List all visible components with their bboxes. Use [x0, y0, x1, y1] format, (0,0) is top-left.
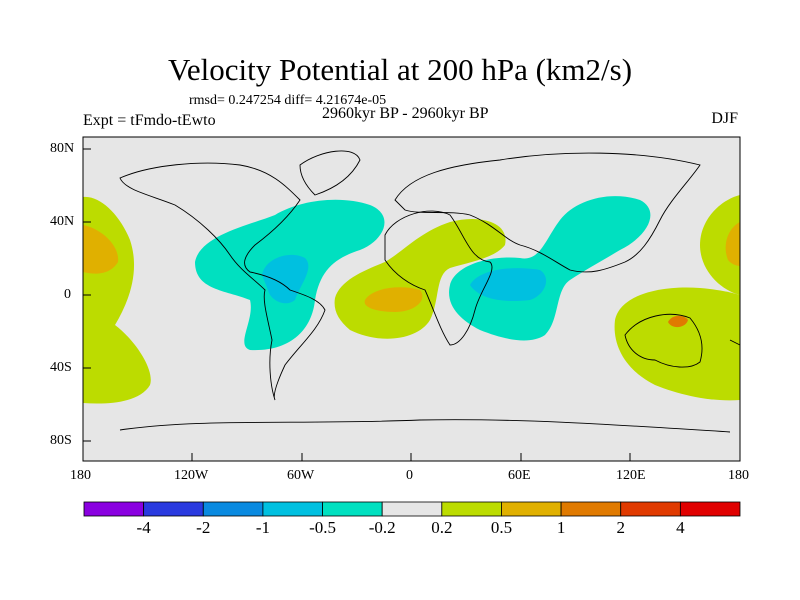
colorbar-label: 1	[556, 518, 566, 537]
lat-tick: 40N	[50, 214, 75, 229]
contour-pos-0.5	[83, 225, 119, 274]
contour-neg-0.5	[262, 254, 309, 304]
colorbar	[83, 501, 741, 517]
colorbar-label: -0.5	[309, 518, 336, 537]
colorbar-label: 4	[676, 518, 685, 537]
contour-pos-0.5	[668, 315, 688, 328]
lon-tick: 120W	[174, 468, 209, 483]
colorbar-label: -4	[136, 518, 151, 537]
colorbar-label: 2	[616, 518, 625, 537]
lat-tick: 80S	[50, 433, 72, 448]
lon-tick: 60W	[287, 468, 315, 483]
colorbar-swatch	[262, 501, 323, 517]
contour-neg-0.5	[470, 268, 547, 302]
lat-tick: 0	[64, 287, 71, 302]
lat-tick: 80N	[50, 141, 75, 156]
colorbar-swatch	[501, 501, 562, 517]
colorbar-label: -1	[255, 518, 270, 537]
colorbar-label: 0.2	[431, 518, 453, 537]
colorbar-swatch	[83, 501, 145, 517]
colorbar-swatch	[441, 501, 502, 517]
period-label: 2960kyr BP - 2960kyr BP	[322, 105, 489, 122]
colorbar-label: -2	[196, 518, 211, 537]
contour-pos-0.2	[700, 195, 740, 295]
lon-tick: 180	[728, 468, 749, 483]
plot-title: Velocity Potential at 200 hPa (km2/s)	[167, 52, 633, 87]
colorbar-swatch	[620, 501, 681, 517]
lat-tick: 40S	[50, 360, 72, 375]
colorbar-swatch	[381, 501, 443, 517]
colorbar-label: -0.2	[368, 518, 396, 537]
contour-pos-0.5	[364, 287, 423, 312]
colorbar-swatch	[202, 501, 264, 517]
lon-tick: 180	[70, 468, 91, 483]
contour-pos-0.2	[614, 287, 740, 401]
colorbar-swatch	[560, 501, 622, 517]
lon-tick: 60E	[508, 468, 531, 483]
coastlines	[119, 150, 741, 433]
contour-neg-0.2	[449, 196, 651, 341]
colorbar-swatch	[143, 501, 204, 517]
colorbar-swatch	[679, 501, 741, 517]
stats-label: rmsd= 0.247254 diff= 4.21674e-05	[189, 93, 387, 108]
contour-pos-0.5	[725, 222, 740, 266]
lon-tick: 120E	[616, 468, 646, 483]
contour-fills	[83, 195, 740, 404]
axis-ticks	[82, 148, 741, 461]
season-label: DJF	[711, 110, 738, 127]
lon-tick: 0	[406, 468, 413, 483]
experiment-label: Expt = tFmdo-tEwto	[83, 112, 216, 129]
colorbar-label: 0.5	[490, 518, 513, 537]
colorbar-swatch	[322, 501, 383, 517]
